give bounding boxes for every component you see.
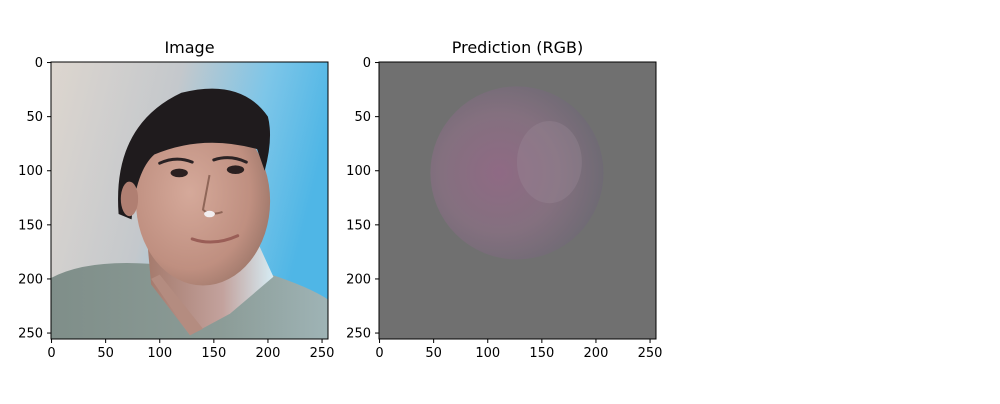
- prediction-y-tick-label: 150: [346, 218, 371, 233]
- prediction-x-tick-label: 50: [425, 346, 442, 361]
- image-panel-frame: [50, 61, 329, 340]
- prediction-y-tick-label: 0: [363, 56, 371, 71]
- prediction-x-tick-label: 150: [529, 346, 554, 361]
- image-y-tick-label: 100: [18, 164, 43, 179]
- image-panel-axes: 0 50 100 150 200 250 0 50 100 150 200 250: [18, 56, 334, 361]
- right-eye: [226, 165, 245, 174]
- image-x-tick-label: 0: [47, 346, 55, 361]
- prediction-x-tick-label: 0: [375, 346, 383, 361]
- image-y-tick-label: 50: [26, 110, 43, 125]
- image-x-tick-label: 250: [310, 346, 335, 361]
- hair: [118, 88, 271, 220]
- prediction-panel-title: Prediction (RGB): [452, 38, 584, 57]
- prediction-x-tick-label: 250: [638, 346, 663, 361]
- image-panel-title: Image: [164, 38, 214, 57]
- image-x-tick-label: 200: [256, 346, 281, 361]
- prediction-y-tick-label: 50: [354, 110, 371, 125]
- left-eye: [170, 168, 188, 178]
- portrait-photo: [51, 62, 328, 339]
- left-eyebrow: [158, 157, 194, 165]
- prediction-y-tick-label: 100: [346, 164, 371, 179]
- prediction-x-tick-label: 200: [584, 346, 609, 361]
- ear: [120, 181, 139, 217]
- prediction-panel-axes: 0 50 100 150 200 250 0 50 100 150 200 250: [346, 56, 662, 361]
- prediction-panel: Prediction (RGB) 0 50 100 150 200 250 0 50 100 15…: [346, 38, 662, 361]
- image-x-tick-label: 50: [97, 346, 114, 361]
- image-panel: Image 0 50 100 150 200 250 0 50 100 150 200 250: [18, 38, 334, 361]
- image-y-tick-label: 0: [35, 56, 43, 71]
- prediction-panel-frame: [378, 61, 657, 340]
- sphere-highlight: [516, 120, 582, 204]
- image-y-tick-label: 250: [18, 327, 43, 342]
- image-x-tick-label: 100: [147, 346, 172, 361]
- image-x-tick-label: 150: [201, 346, 226, 361]
- prediction-y-tick-label: 200: [346, 272, 371, 287]
- prediction-x-tick-label: 100: [475, 346, 500, 361]
- shirt-v-neck: [151, 274, 203, 336]
- predicted-sphere: [430, 86, 604, 260]
- mouth: [190, 234, 240, 244]
- nose-highlight: [204, 210, 215, 218]
- image-y-tick-label: 200: [18, 272, 43, 287]
- prediction-y-tick-label: 250: [346, 327, 371, 342]
- image-y-tick-label: 150: [18, 218, 43, 233]
- right-eyebrow: [212, 156, 248, 164]
